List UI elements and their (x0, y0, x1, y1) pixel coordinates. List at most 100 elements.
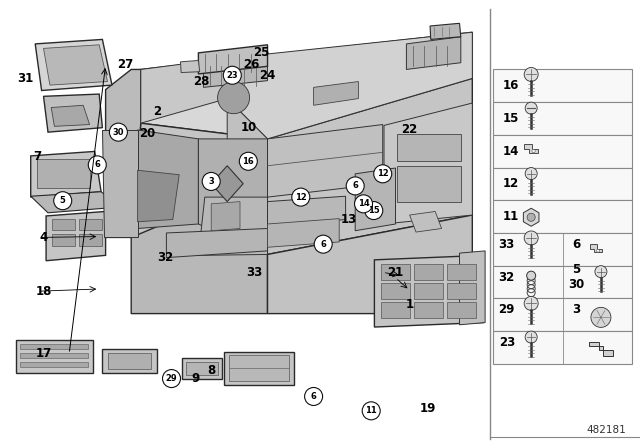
Text: 6: 6 (572, 238, 580, 251)
Circle shape (527, 213, 535, 221)
Polygon shape (204, 57, 268, 87)
Polygon shape (589, 342, 613, 356)
Text: 7: 7 (33, 150, 41, 164)
Polygon shape (180, 60, 200, 73)
Bar (381, 264, 410, 280)
Circle shape (525, 102, 537, 114)
Circle shape (525, 331, 537, 343)
Circle shape (527, 271, 536, 280)
Polygon shape (406, 37, 461, 69)
Circle shape (374, 165, 392, 183)
Text: 23: 23 (499, 336, 515, 349)
Circle shape (292, 188, 310, 206)
Bar (52, 219, 75, 230)
Circle shape (239, 152, 257, 170)
Bar (493, 331, 632, 364)
Polygon shape (524, 208, 539, 226)
Bar (493, 102, 632, 135)
Text: 16: 16 (502, 79, 519, 92)
Circle shape (88, 156, 106, 174)
Bar (182, 358, 222, 379)
Text: 30: 30 (113, 128, 124, 137)
Bar (79, 234, 102, 246)
Bar (52, 234, 75, 246)
Polygon shape (102, 130, 138, 237)
Polygon shape (198, 139, 268, 254)
Polygon shape (268, 196, 346, 226)
Circle shape (355, 195, 372, 213)
Bar (16, 340, 93, 373)
Text: 9: 9 (191, 372, 199, 385)
Circle shape (305, 388, 323, 405)
Bar (186, 362, 218, 375)
Polygon shape (460, 251, 485, 325)
Circle shape (202, 172, 220, 190)
Text: 10: 10 (240, 121, 257, 134)
Bar (447, 264, 476, 280)
Circle shape (54, 192, 72, 210)
Circle shape (346, 177, 364, 195)
Bar (20, 353, 88, 358)
Polygon shape (138, 170, 179, 222)
Text: 20: 20 (139, 127, 156, 140)
Circle shape (532, 150, 535, 153)
Text: 6: 6 (94, 160, 100, 169)
Text: 12: 12 (502, 177, 519, 190)
Bar (414, 302, 443, 318)
Circle shape (365, 202, 383, 220)
Text: 2: 2 (153, 104, 161, 118)
Circle shape (596, 250, 600, 252)
Polygon shape (374, 255, 483, 327)
Text: 12: 12 (377, 169, 388, 178)
Bar (493, 168, 632, 200)
Bar (414, 283, 443, 299)
Text: 19: 19 (419, 402, 436, 415)
Text: 29: 29 (166, 374, 177, 383)
Polygon shape (31, 151, 101, 197)
Bar (20, 362, 88, 367)
Polygon shape (227, 99, 268, 254)
Bar (493, 200, 632, 233)
Circle shape (525, 168, 537, 180)
Text: 25: 25 (253, 46, 269, 60)
Circle shape (109, 123, 127, 141)
Polygon shape (227, 32, 472, 139)
Bar (37, 159, 90, 188)
Polygon shape (268, 215, 472, 314)
Polygon shape (410, 211, 442, 232)
Bar (102, 349, 157, 373)
Text: 6: 6 (320, 240, 326, 249)
Circle shape (362, 402, 380, 420)
Text: 5
30: 5 30 (568, 263, 585, 291)
Bar (229, 355, 289, 381)
Bar (397, 166, 461, 202)
Text: 13: 13 (340, 213, 357, 226)
Circle shape (163, 370, 180, 388)
Text: 18: 18 (35, 284, 52, 298)
Text: 15: 15 (502, 112, 519, 125)
Polygon shape (211, 166, 243, 202)
Polygon shape (44, 45, 108, 85)
Text: 17: 17 (35, 347, 52, 361)
Text: 6: 6 (310, 392, 317, 401)
Text: 21: 21 (387, 266, 404, 279)
Polygon shape (131, 78, 472, 254)
Polygon shape (589, 245, 602, 252)
Polygon shape (384, 103, 472, 224)
Text: 29: 29 (499, 303, 515, 316)
Text: 32: 32 (157, 251, 173, 264)
Circle shape (218, 82, 250, 114)
Text: 11: 11 (502, 210, 519, 223)
Polygon shape (166, 228, 268, 258)
Text: 26: 26 (243, 58, 260, 72)
Polygon shape (268, 219, 339, 247)
Text: 24: 24 (259, 69, 276, 82)
Polygon shape (138, 130, 198, 228)
Bar (381, 302, 410, 318)
Text: 22: 22 (401, 122, 418, 136)
Text: 15: 15 (368, 206, 380, 215)
Polygon shape (355, 168, 396, 231)
Text: 28: 28 (193, 75, 210, 88)
Bar (397, 134, 461, 161)
Polygon shape (198, 197, 268, 255)
